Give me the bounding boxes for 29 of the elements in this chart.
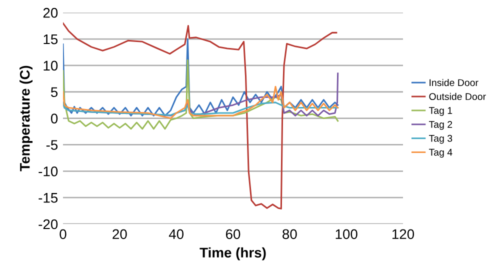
y-tick-label: 10	[44, 60, 58, 71]
y-tick-label: 15	[44, 34, 58, 44]
x-tick-label: 80	[282, 229, 297, 240]
x-tick-label: 100	[336, 229, 358, 240]
line-series	[63, 86, 339, 120]
y-tick-label: -5	[46, 140, 58, 150]
y-tick-label: 20	[43, 8, 58, 18]
y-tick-label: -10	[38, 166, 58, 176]
x-tick-label: 20	[112, 229, 127, 240]
legend-label: Outside Door	[429, 92, 486, 100]
y-axis-title: Temperature (C)	[20, 66, 33, 172]
x-tick-label: 120	[392, 229, 414, 240]
legend-label: Tag 4	[428, 148, 452, 158]
legend-label: Tag 1	[428, 107, 452, 116]
line-series	[63, 102, 339, 116]
y-tick-label: -20	[38, 219, 58, 230]
legend-label: Tag 3	[428, 134, 452, 144]
x-tick-label: 60	[226, 229, 240, 240]
line-series	[63, 59, 339, 130]
x-tick-label: 0	[60, 229, 66, 240]
y-tick-label: -15	[38, 193, 58, 203]
legend-label: Tag 2	[428, 120, 452, 130]
legend-label: Inside Door	[430, 78, 478, 86]
x-tick-label: 40	[168, 229, 184, 240]
y-tick-label: 5	[50, 87, 58, 98]
line-series	[63, 22, 338, 210]
x-axis-title: Time (hrs)	[200, 247, 266, 260]
line-series	[63, 38, 339, 116]
y-tick-label: 0	[50, 114, 58, 124]
